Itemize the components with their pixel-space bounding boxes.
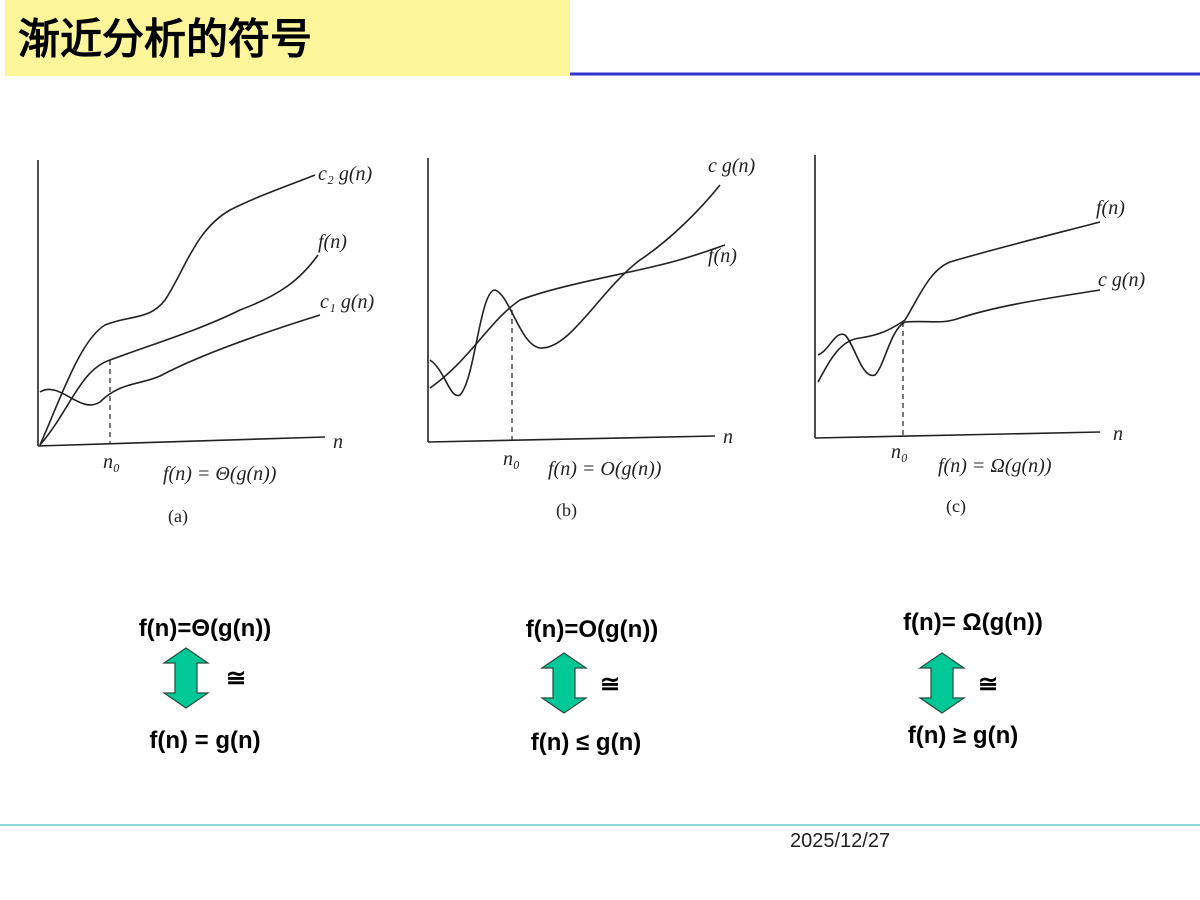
symbol: ≅ bbox=[600, 671, 620, 698]
curve bbox=[39, 314, 321, 406]
n0-label: n₀ bbox=[891, 441, 908, 463]
curve-label: c g(n) bbox=[708, 155, 756, 177]
double-arrow bbox=[162, 647, 210, 709]
curve-label: c g(n) bbox=[1098, 269, 1146, 291]
footer-date: 2025/12/27 bbox=[790, 830, 890, 852]
curve bbox=[39, 174, 316, 446]
formula: f(n) = Θ(g(n)) bbox=[163, 463, 277, 485]
relation: f(n) = g(n) bbox=[149, 727, 260, 754]
notation: f(n)= Ω(g(n)) bbox=[903, 609, 1043, 636]
axis-label: n bbox=[1113, 423, 1123, 445]
equivalence-c: f(n)= Ω(g(n)) ≅ f(n) ≥ g(n) bbox=[903, 609, 1043, 749]
caption: (a) bbox=[168, 506, 188, 527]
curve bbox=[429, 244, 726, 389]
equivalence-b: f(n)=O(g(n)) ≅ f(n) ≤ g(n) bbox=[526, 616, 659, 756]
curve-label: c₁ g(n) bbox=[320, 291, 374, 313]
x-axis bbox=[814, 431, 1101, 439]
caption: (b) bbox=[556, 500, 577, 521]
panel-b: c g(n) f(n) n n₀ f(n) = O(g(n)) (b) bbox=[427, 155, 756, 521]
panel-c: f(n) c g(n) n n₀ f(n) = Ω(g(n)) (c) bbox=[814, 155, 1146, 517]
x-axis bbox=[37, 436, 326, 447]
n0-label: n₀ bbox=[103, 451, 120, 473]
relation: f(n) ≤ g(n) bbox=[531, 729, 641, 756]
curve-label: f(n) bbox=[708, 245, 737, 267]
double-arrow bbox=[918, 652, 966, 714]
x-axis bbox=[427, 435, 716, 443]
equivalence-a: f(n)=Θ(g(n)) ≅ f(n) = g(n) bbox=[139, 615, 272, 754]
notation: f(n)=Θ(g(n)) bbox=[139, 615, 272, 642]
curve bbox=[39, 254, 319, 446]
formula: f(n) = O(g(n)) bbox=[548, 458, 662, 480]
title: 渐近分析的符号 bbox=[18, 15, 312, 64]
n0-label: n₀ bbox=[503, 448, 520, 470]
curve bbox=[817, 221, 1101, 383]
double-arrow bbox=[540, 652, 588, 714]
curve-label: f(n) bbox=[318, 231, 347, 253]
notation: f(n)=O(g(n)) bbox=[526, 616, 659, 643]
caption: (c) bbox=[946, 496, 966, 517]
panel-a: c₂ g(n) f(n) c₁ g(n) n n₀ f(n) = Θ(g(n))… bbox=[37, 160, 374, 527]
title-box bbox=[5, 0, 570, 76]
symbol: ≅ bbox=[978, 671, 998, 698]
formula: f(n) = Ω(g(n)) bbox=[938, 455, 1052, 477]
axis-label: n bbox=[333, 431, 343, 453]
relation: f(n) ≥ g(n) bbox=[908, 722, 1018, 749]
curve-label: f(n) bbox=[1096, 197, 1125, 219]
curve bbox=[817, 289, 1101, 376]
symbol: ≅ bbox=[226, 665, 246, 692]
curve bbox=[429, 184, 721, 397]
axis-label: n bbox=[723, 426, 733, 448]
curve-label: c₂ g(n) bbox=[318, 163, 372, 185]
